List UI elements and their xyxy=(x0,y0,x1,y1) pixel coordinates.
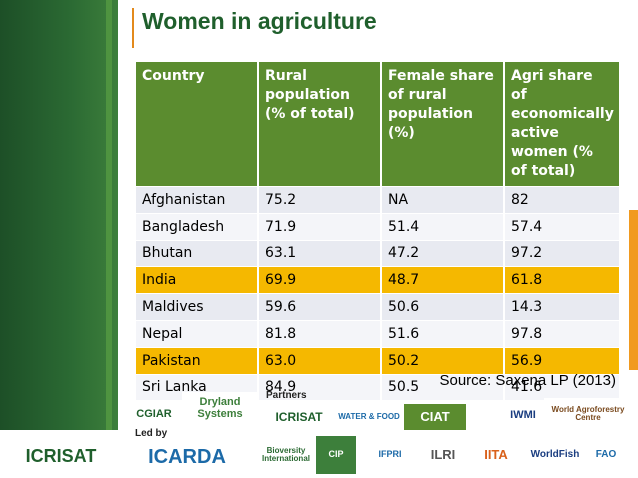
table-row: Bangladesh 71.9 51.4 57.4 xyxy=(136,212,621,241)
table-cell: Pakistan xyxy=(136,346,259,375)
table-row: Sri Lanka 84.9 50.5 41.6 xyxy=(136,373,621,401)
logo: ICRISAT xyxy=(264,404,334,430)
table-cell: 57.4 xyxy=(504,212,621,241)
logo: WorldFish xyxy=(528,436,582,474)
slide-title: Women in agriculture xyxy=(142,8,377,34)
logo: CGIAR xyxy=(130,405,178,425)
table-cell: 61.8 xyxy=(504,266,621,294)
table-cell: Bhutan xyxy=(136,239,259,267)
edge-accent xyxy=(629,210,638,370)
partners-label: Partners xyxy=(266,390,307,401)
header-cell: Rural population (% of total) xyxy=(258,62,382,187)
logo: IFPRI xyxy=(360,436,420,474)
table-cell: 59.6 xyxy=(258,293,382,321)
logo: ILRI xyxy=(424,436,462,474)
logo: CIP xyxy=(316,436,356,474)
logo: World Agroforestry Centre xyxy=(544,398,632,430)
table-cell: 71.9 xyxy=(258,212,382,241)
table-row: Afghanistan 75.2 NA 82 xyxy=(136,186,621,214)
table-cell: NA xyxy=(381,186,505,214)
table-cell: 82 xyxy=(504,186,621,214)
table-cell: 75.2 xyxy=(258,186,382,214)
table-cell: Nepal xyxy=(136,319,259,348)
table-row: Pakistan 63.0 50.2 56.9 xyxy=(136,346,621,375)
table-cell: 50.6 xyxy=(381,293,505,321)
table-cell: 69.9 xyxy=(258,266,382,294)
table-row: Maldives 59.6 50.6 14.3 xyxy=(136,293,621,321)
table-cell: 56.9 xyxy=(504,346,621,375)
logo: CIAT xyxy=(404,404,466,430)
table-cell: India xyxy=(136,266,259,294)
table-cell: 97.2 xyxy=(504,239,621,267)
table-cell: 50.5 xyxy=(381,373,505,401)
table-cell: Afghanistan xyxy=(136,186,259,214)
led-by-label: Led by xyxy=(135,428,168,439)
logo: ICARDA xyxy=(128,440,246,474)
table-cell: 97.8 xyxy=(504,319,621,348)
table-cell: Maldives xyxy=(136,293,259,321)
table-cell: 51.6 xyxy=(381,319,505,348)
side-bar xyxy=(0,0,118,430)
side-stripe xyxy=(106,0,112,430)
data-table: Country Rural population (% of total) Fema… xyxy=(136,62,621,401)
table-cell: 51.4 xyxy=(381,212,505,241)
table-cell: 47.2 xyxy=(381,239,505,267)
logo: IWMI xyxy=(504,402,542,430)
logo: Dryland Systems xyxy=(182,392,258,426)
table-cell: 48.7 xyxy=(381,266,505,294)
logo: Bioversity International xyxy=(258,436,314,474)
table-cell: 63.0 xyxy=(258,346,382,375)
header-cell: Female share of rural population (%) xyxy=(381,62,505,187)
logo: WATER & FOOD xyxy=(338,404,400,430)
table-row: India 69.9 48.7 61.8 xyxy=(136,266,621,294)
logo: IITA xyxy=(466,436,526,474)
table-cell: 63.1 xyxy=(258,239,382,267)
logo: FAO xyxy=(586,436,626,474)
header-row: Country Rural population (% of total) Fema… xyxy=(136,62,621,187)
table-cell: 41.6 xyxy=(504,373,621,401)
table-cell: 50.2 xyxy=(381,346,505,375)
logo: ICRISAT xyxy=(8,437,114,475)
header-cell: Agri share of economically active women … xyxy=(504,62,621,187)
table-cell: 14.3 xyxy=(504,293,621,321)
table-row: Nepal 81.8 51.6 97.8 xyxy=(136,319,621,348)
header-cell: Country xyxy=(136,62,259,187)
table-cell: Bangladesh xyxy=(136,212,259,241)
title-accent xyxy=(132,8,134,48)
table-cell: 84.9 xyxy=(258,373,382,401)
table-cell: 81.8 xyxy=(258,319,382,348)
source-note: Source: Saxena LP (2013) xyxy=(439,372,616,389)
table-row: Bhutan 63.1 47.2 97.2 xyxy=(136,239,621,267)
